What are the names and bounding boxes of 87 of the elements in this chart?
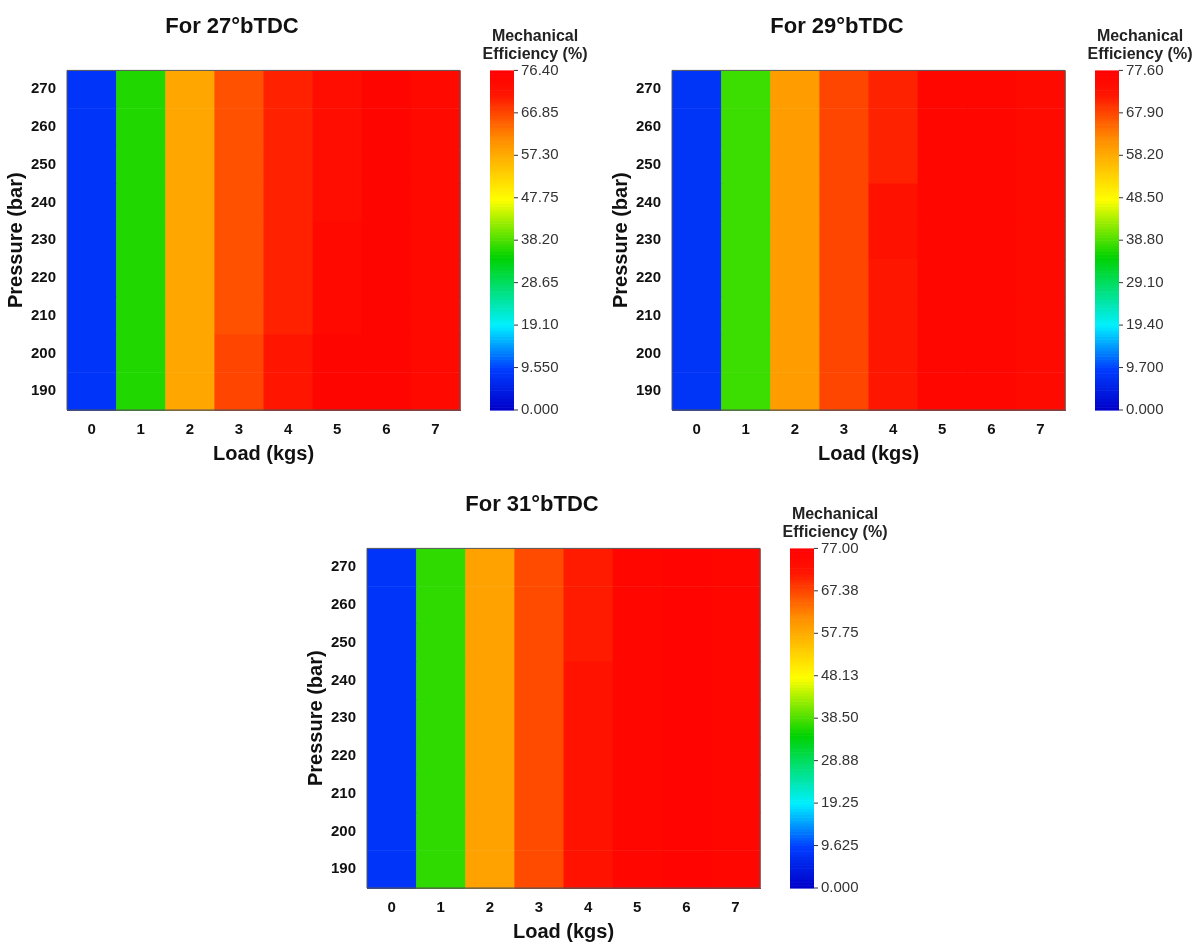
y-tick-label: 270 — [331, 557, 357, 575]
y-tick-label: 250 — [31, 154, 57, 172]
color-bar-label: 48.50 — [1126, 187, 1164, 205]
x-axis-title: Load (kgs) — [512, 919, 615, 942]
x-tick-label: 3 — [839, 420, 849, 438]
y-tick-label: 200 — [31, 343, 57, 361]
x-tick-label: 6 — [682, 898, 691, 916]
y-tick-label: 220 — [31, 268, 57, 286]
x-tick-label: 6 — [382, 420, 391, 438]
y-tick-label: 210 — [331, 783, 357, 801]
color-bar-label: 38.20 — [521, 230, 559, 248]
y-tick-label: 230 — [636, 230, 662, 248]
y-tick-label: 200 — [331, 821, 357, 839]
y-tick-label: 260 — [331, 595, 357, 613]
color-bar-label: 9.550 — [521, 357, 559, 375]
x-tick-label: 4 — [888, 420, 898, 438]
y-tick-label: 220 — [636, 268, 662, 286]
x-tick-label: 3 — [534, 898, 544, 916]
chart-title: For 27°bTDC — [165, 13, 299, 39]
color-bar-title: Mechanical Efficiency (%) — [782, 504, 888, 540]
y-tick-label: 210 — [636, 305, 662, 323]
x-tick-label: 5 — [633, 898, 642, 916]
chart-title: For 31°bTDC — [465, 491, 599, 517]
x-axis-title: Load (kgs) — [817, 441, 920, 464]
y-tick-label: 250 — [636, 154, 662, 172]
x-tick-label: 4 — [583, 898, 593, 916]
y-axis-title: Pressure (bar) — [3, 172, 26, 309]
x-tick-label: 2 — [185, 420, 194, 438]
color-bar-label: 9.625 — [821, 835, 859, 853]
color-bar-label: 29.10 — [1126, 272, 1164, 290]
y-tick-label: 230 — [31, 230, 57, 248]
x-tick-label: 5 — [333, 420, 342, 438]
y-tick-label: 190 — [636, 381, 662, 399]
color-bar-label: 9.700 — [1126, 357, 1164, 375]
y-tick-label: 200 — [636, 343, 662, 361]
y-tick-label: 220 — [331, 746, 357, 764]
color-bar-label: 28.88 — [821, 750, 859, 768]
y-tick-label: 240 — [331, 670, 357, 688]
color-bar-label: 57.30 — [521, 145, 559, 163]
x-tick-label: 0 — [387, 898, 396, 916]
y-tick-label: 260 — [636, 117, 662, 135]
y-axis-title: Pressure (bar) — [303, 650, 326, 787]
color-bar-label: 19.40 — [1126, 315, 1164, 333]
x-tick-label: 1 — [136, 420, 145, 438]
y-tick-label: 270 — [636, 79, 662, 97]
color-bar-label: 0.000 — [1126, 400, 1164, 418]
color-bar-label: 57.75 — [821, 623, 859, 641]
x-tick-label: 3 — [234, 420, 244, 438]
x-tick-label: 2 — [485, 898, 494, 916]
color-bar-title: Mechanical Efficiency (%) — [482, 26, 588, 62]
x-tick-label: 0 — [87, 420, 96, 438]
x-tick-label: 1 — [741, 420, 750, 438]
color-bar-title: Mechanical Efficiency (%) — [1087, 26, 1193, 62]
y-tick-label: 250 — [331, 632, 357, 650]
color-bar-label: 47.75 — [521, 187, 559, 205]
x-tick-label: 5 — [938, 420, 947, 438]
y-tick-label: 270 — [31, 79, 57, 97]
x-tick-label: 4 — [283, 420, 293, 438]
color-bar-label: 28.65 — [521, 272, 559, 290]
chart-title: For 29°bTDC — [770, 13, 904, 39]
x-tick-label: 7 — [431, 420, 440, 438]
x-axis-title: Load (kgs) — [212, 441, 315, 464]
color-bar-label: 66.85 — [521, 102, 559, 120]
y-tick-label: 230 — [331, 708, 357, 726]
color-bar-label: 67.38 — [821, 580, 859, 598]
x-tick-label: 0 — [692, 420, 701, 438]
color-bar-label: 58.20 — [1126, 145, 1164, 163]
color-bar-label: 0.000 — [821, 878, 859, 896]
color-bar-label: 38.80 — [1126, 230, 1164, 248]
x-tick-label: 7 — [731, 898, 740, 916]
y-tick-label: 260 — [31, 117, 57, 135]
y-tick-label: 240 — [31, 192, 57, 210]
color-bar-label: 48.13 — [821, 665, 859, 683]
color-bar-label: 19.10 — [521, 315, 559, 333]
x-tick-label: 1 — [436, 898, 445, 916]
x-tick-label: 6 — [987, 420, 996, 438]
y-tick-label: 210 — [31, 305, 57, 323]
y-axis-title: Pressure (bar) — [608, 172, 631, 309]
color-bar-label: 38.50 — [821, 708, 859, 726]
color-bar-label: 0.000 — [521, 400, 559, 418]
x-tick-label: 2 — [790, 420, 799, 438]
y-tick-label: 190 — [31, 381, 57, 399]
x-tick-label: 7 — [1036, 420, 1045, 438]
color-bar-label: 19.25 — [821, 793, 859, 811]
color-bar-label: 67.90 — [1126, 102, 1164, 120]
y-tick-label: 190 — [331, 859, 357, 877]
y-tick-label: 240 — [636, 192, 662, 210]
